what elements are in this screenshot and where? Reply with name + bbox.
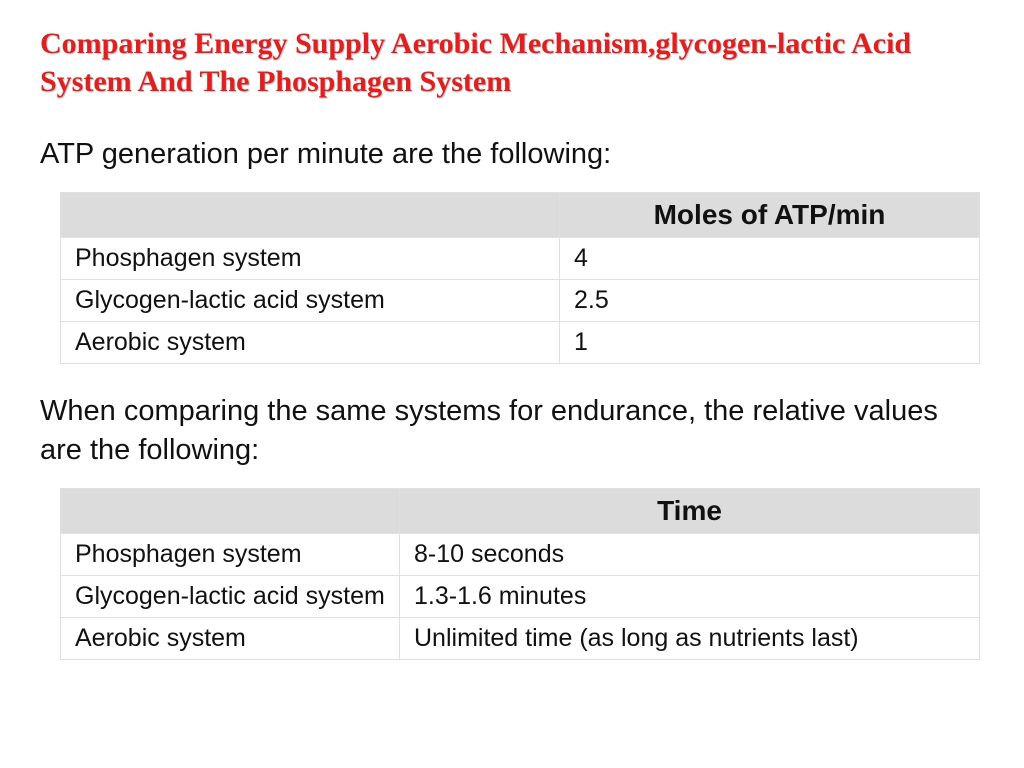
cell-value: 1.3-1.6 minutes (400, 576, 980, 618)
cell-value: Unlimited time (as long as nutrients las… (400, 618, 980, 660)
cell-value: 2.5 (560, 280, 980, 322)
cell-system: Aerobic system (61, 322, 560, 364)
header-blank (61, 193, 560, 238)
header-time: Time (400, 489, 980, 534)
intro-text-1: ATP generation per minute are the follow… (40, 135, 984, 174)
header-moles: Moles of ATP/min (560, 193, 980, 238)
table-row: Glycogen-lactic acid system 1.3-1.6 minu… (61, 576, 980, 618)
table-row: Phosphagen system 4 (61, 238, 980, 280)
cell-system: Phosphagen system (61, 534, 400, 576)
cell-value: 4 (560, 238, 980, 280)
intro-text-2: When comparing the same systems for endu… (40, 392, 984, 470)
cell-value: 8-10 seconds (400, 534, 980, 576)
cell-system: Aerobic system (61, 618, 400, 660)
table-header-row: Time (61, 489, 980, 534)
cell-value: 1 (560, 322, 980, 364)
cell-system: Glycogen-lactic acid system (61, 576, 400, 618)
table-row: Phosphagen system 8-10 seconds (61, 534, 980, 576)
table-header-row: Moles of ATP/min (61, 193, 980, 238)
header-blank (61, 489, 400, 534)
table-row: Aerobic system Unlimited time (as long a… (61, 618, 980, 660)
table-row: Aerobic system 1 (61, 322, 980, 364)
cell-system: Phosphagen system (61, 238, 560, 280)
time-table: Time Phosphagen system 8-10 seconds Glyc… (60, 488, 980, 660)
atp-table: Moles of ATP/min Phosphagen system 4 Gly… (60, 192, 980, 364)
cell-system: Glycogen-lactic acid system (61, 280, 560, 322)
slide-title: Comparing Energy Supply Aerobic Mechanis… (40, 25, 984, 100)
table-row: Glycogen-lactic acid system 2.5 (61, 280, 980, 322)
